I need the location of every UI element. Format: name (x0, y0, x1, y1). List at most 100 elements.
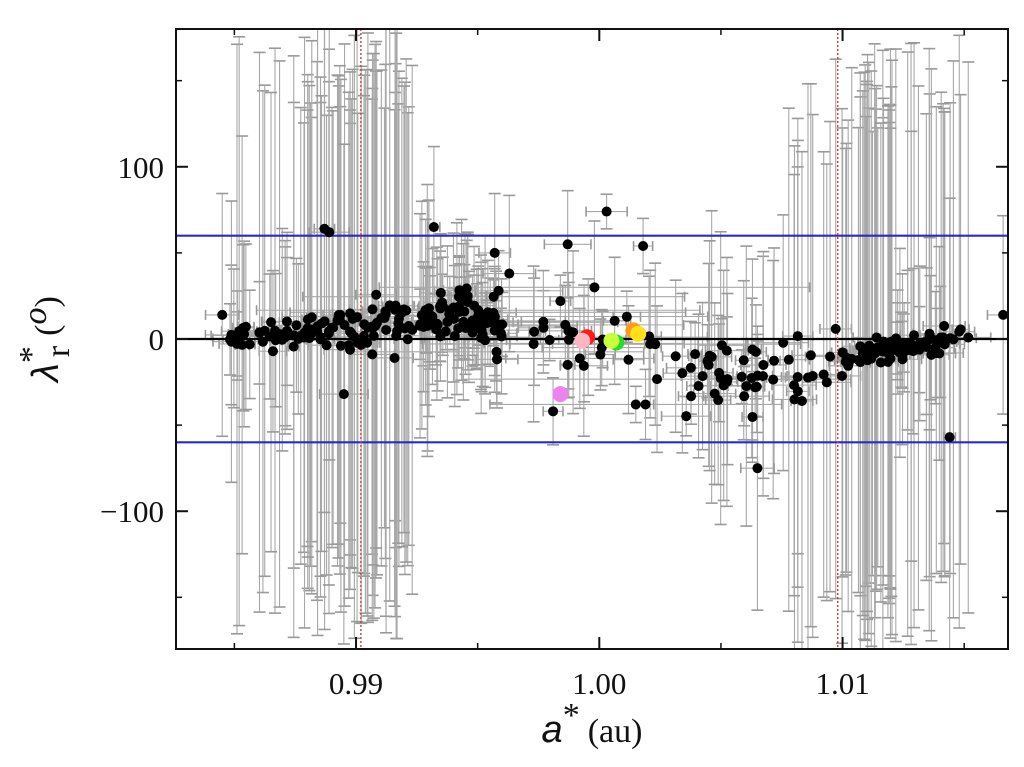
data-point (818, 369, 829, 380)
x-axis-symbol: a (542, 709, 563, 751)
data-point (861, 342, 872, 353)
data-point (237, 339, 248, 350)
data-point (677, 368, 688, 379)
data-point (578, 360, 589, 371)
data-point (418, 321, 429, 332)
data-point (335, 340, 346, 351)
data-point (621, 311, 632, 322)
data-point (792, 372, 803, 383)
data-point (609, 315, 620, 326)
data-point (789, 380, 800, 391)
data-point (596, 342, 607, 353)
data-point (821, 377, 832, 388)
data-point (367, 349, 378, 360)
x-tick-label: 1.01 (815, 666, 869, 701)
data-point (338, 389, 349, 400)
data-point (324, 227, 335, 238)
data-point (254, 327, 265, 338)
data-point (805, 350, 816, 361)
data-point (939, 320, 950, 331)
highlighted-point (552, 386, 569, 403)
data-point (747, 344, 758, 355)
data-point (489, 247, 500, 258)
data-point (589, 282, 600, 293)
data-point (652, 374, 663, 385)
data-point (454, 306, 465, 317)
data-point (473, 305, 484, 316)
x-axis-title: a* (au) (542, 697, 643, 751)
data-point (697, 371, 708, 382)
data-point (690, 349, 701, 360)
data-point (315, 334, 326, 345)
x-axis-unit: (au) (588, 713, 643, 750)
data-point (346, 328, 357, 339)
data-point (562, 359, 573, 370)
data-point (955, 324, 966, 335)
data-point (288, 341, 299, 352)
data-point (722, 374, 733, 385)
data-point (837, 370, 848, 381)
data-point (747, 411, 758, 422)
data-point (934, 348, 945, 359)
data-point (703, 359, 714, 370)
data-point (244, 339, 255, 350)
data-point (391, 330, 402, 341)
data-point (489, 311, 500, 322)
data-point (892, 345, 903, 356)
data-point (333, 311, 344, 322)
data-point (644, 331, 655, 342)
data-point (380, 309, 391, 320)
y-axis-title: λ*r (o) (13, 296, 77, 384)
data-point (925, 332, 936, 343)
data-point (491, 321, 502, 332)
data-point (302, 314, 313, 325)
data-point (544, 335, 555, 346)
data-point (352, 312, 363, 323)
data-point (226, 336, 237, 347)
data-point (264, 331, 275, 342)
data-point (444, 308, 455, 319)
data-point (830, 323, 841, 334)
data-point (866, 353, 877, 364)
data-point (752, 370, 763, 381)
highlighted-points (552, 322, 647, 403)
data-point (398, 304, 409, 315)
data-point (738, 355, 749, 366)
y-axis-sup: * (13, 346, 50, 363)
data-point (266, 317, 277, 328)
highlighted-point (630, 325, 647, 342)
data-point (481, 314, 492, 325)
y-axis-sub: r (40, 345, 77, 357)
y-axis-unit-open: ( (29, 324, 66, 335)
data-point (477, 329, 488, 340)
data-point (897, 354, 908, 365)
data-points (217, 206, 1008, 474)
data-point (741, 381, 752, 392)
data-point (453, 291, 464, 302)
data-point (601, 206, 612, 217)
data-point (370, 319, 381, 330)
data-point (716, 340, 727, 351)
y-tick-label: 100 (118, 150, 165, 185)
data-point (630, 399, 641, 410)
y-tick-label: −100 (100, 494, 164, 529)
highlighted-point (574, 332, 591, 349)
data-point (491, 346, 502, 357)
data-point (758, 359, 769, 370)
data-point (909, 330, 920, 341)
data-point (769, 355, 780, 366)
data-point (638, 241, 649, 251)
highlighted-point (603, 332, 620, 349)
x-tick-label: 1.00 (572, 666, 626, 701)
y-axis-unit-sup: o (17, 307, 54, 324)
data-point (768, 374, 779, 385)
data-point (435, 331, 446, 342)
axis-ticks: 0.99 1.00 1.01 100 0 −100 (100, 29, 1008, 701)
data-point (371, 289, 382, 300)
data-point (846, 353, 857, 364)
data-point (548, 406, 559, 417)
data-point (825, 351, 836, 362)
data-point (362, 337, 373, 348)
data-point (670, 351, 681, 362)
